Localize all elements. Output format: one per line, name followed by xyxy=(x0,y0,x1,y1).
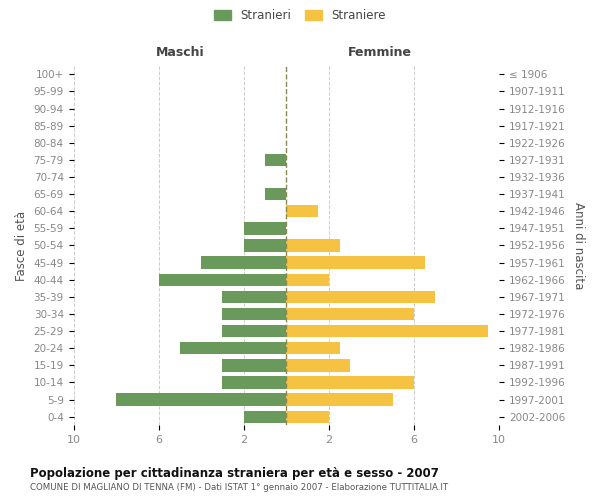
Bar xyxy=(286,256,425,269)
Bar xyxy=(244,222,286,234)
Text: Femmine: Femmine xyxy=(348,46,412,59)
Bar xyxy=(223,308,286,320)
Y-axis label: Anni di nascita: Anni di nascita xyxy=(572,202,585,289)
Bar xyxy=(286,308,414,320)
Bar xyxy=(180,342,286,354)
Bar xyxy=(286,359,350,372)
Text: Maschi: Maschi xyxy=(155,46,204,59)
Legend: Stranieri, Straniere: Stranieri, Straniere xyxy=(211,6,389,26)
Bar xyxy=(286,394,392,406)
Bar xyxy=(223,359,286,372)
Bar xyxy=(265,154,286,166)
Y-axis label: Fasce di età: Fasce di età xyxy=(15,210,28,280)
Bar xyxy=(223,376,286,388)
Bar xyxy=(286,290,435,303)
Bar xyxy=(286,342,340,354)
Bar xyxy=(244,410,286,423)
Text: Popolazione per cittadinanza straniera per età e sesso - 2007: Popolazione per cittadinanza straniera p… xyxy=(30,468,439,480)
Bar xyxy=(286,410,329,423)
Bar xyxy=(223,325,286,338)
Bar xyxy=(286,240,340,252)
Bar xyxy=(286,376,414,388)
Bar xyxy=(201,256,286,269)
Bar xyxy=(223,290,286,303)
Bar xyxy=(286,205,318,218)
Bar xyxy=(158,274,286,286)
Bar xyxy=(244,240,286,252)
Bar xyxy=(286,325,488,338)
Bar xyxy=(265,188,286,200)
Bar xyxy=(116,394,286,406)
Text: COMUNE DI MAGLIANO DI TENNA (FM) - Dati ISTAT 1° gennaio 2007 - Elaborazione TUT: COMUNE DI MAGLIANO DI TENNA (FM) - Dati … xyxy=(30,482,448,492)
Bar xyxy=(286,274,329,286)
